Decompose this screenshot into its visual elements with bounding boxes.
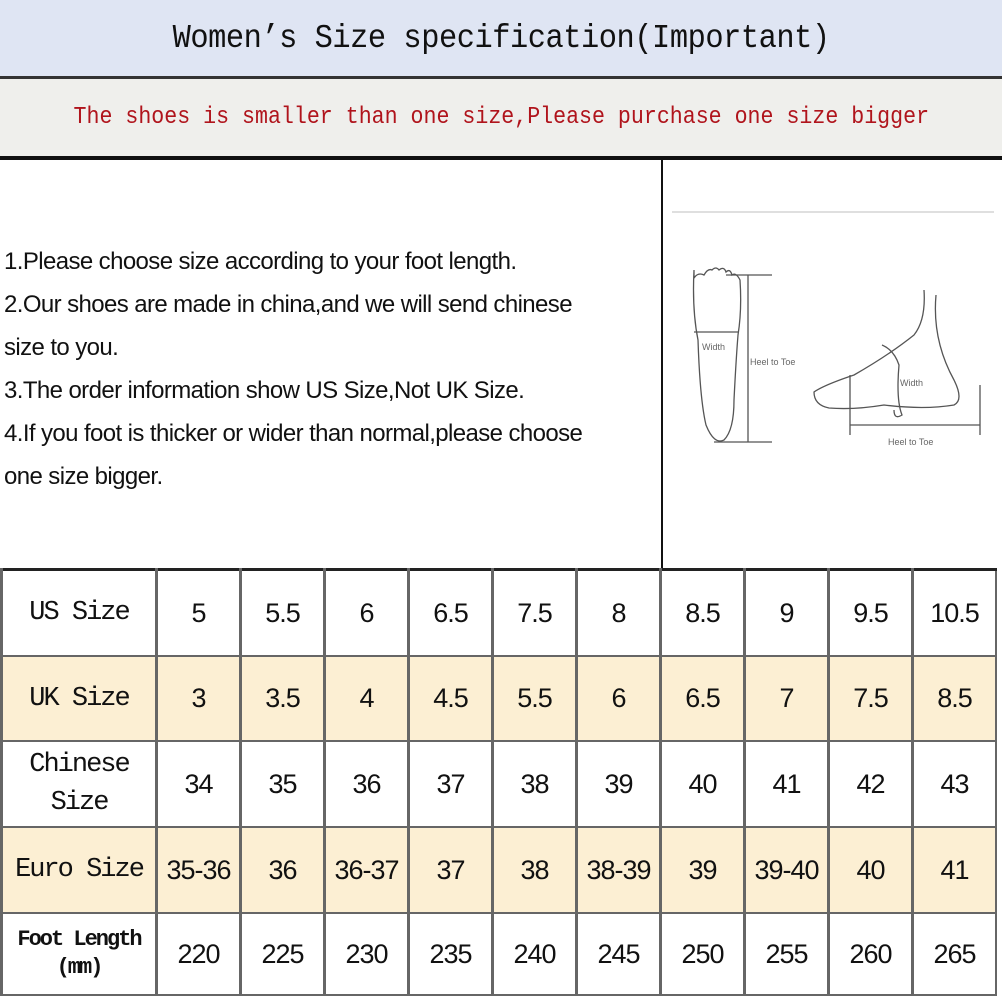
table-cell: 39 [575, 740, 662, 828]
foot-top-view-icon [692, 267, 772, 443]
table-cell: 9.5 [827, 568, 914, 657]
row-label: UK Size [0, 655, 158, 742]
table-cell: 36 [239, 826, 326, 914]
table-cell: 250 [659, 912, 746, 996]
size-table: US Size 5 5.5 6 6.5 7.5 8 8.5 9 9.5 10.5 UK Size 3 3.… [0, 568, 997, 996]
table-cell: 6 [323, 568, 410, 657]
table-cell: 38 [491, 740, 578, 828]
table-cell: 8.5 [659, 568, 746, 657]
table-cell: 7.5 [827, 655, 914, 742]
instruction-line: 3.The order information show US Size,Not… [4, 377, 525, 404]
instruction-line: one size bigger. [4, 463, 163, 490]
table-cell: 3 [155, 655, 242, 742]
table-cell: 42 [827, 740, 914, 828]
instruction-line: 1.Please choose size according to your f… [4, 248, 517, 275]
title-band: Women’s Size specification(Important) [0, 0, 1002, 76]
table-cell: 37 [407, 740, 494, 828]
table-cell: 39 [659, 826, 746, 914]
instructions-list: 1.Please choose size according to your f… [4, 240, 583, 498]
row-label: Foot Length (mm) [0, 912, 158, 996]
table-cell: 7.5 [491, 568, 578, 657]
table-row: Chinese Size 34 35 36 37 38 39 40 41 42 43 [0, 740, 997, 828]
table-cell: 255 [743, 912, 830, 996]
row-label: US Size [0, 568, 158, 657]
table-cell: 40 [659, 740, 746, 828]
table-cell: 35-36 [155, 826, 242, 914]
foot-measurement-diagram: Width Heel to Toe Width Heel to Toe [664, 160, 1002, 568]
table-cell: 9 [743, 568, 830, 657]
table-cell: 41 [743, 740, 830, 828]
table-cell: 6.5 [407, 568, 494, 657]
table-cell: 8.5 [911, 655, 997, 742]
table-cell: 7 [743, 655, 830, 742]
divider [0, 156, 1002, 160]
table-cell: 43 [911, 740, 997, 828]
table-cell: 235 [407, 912, 494, 996]
table-cell: 5.5 [239, 568, 326, 657]
side-width-label: Width [900, 378, 923, 388]
warning-band: The shoes is smaller than one size,Pleas… [0, 79, 1002, 156]
row-label: Chinese Size [0, 740, 158, 828]
instructions-panel: 1.Please choose size according to your f… [0, 160, 662, 568]
divider [0, 76, 1002, 79]
table-cell: 5.5 [491, 655, 578, 742]
table-cell: 265 [911, 912, 997, 996]
instruction-line: size to you. [4, 334, 119, 361]
table-cell: 36-37 [323, 826, 410, 914]
table-cell: 6 [575, 655, 662, 742]
table-cell: 39-40 [743, 826, 830, 914]
table-row: US Size 5 5.5 6 6.5 7.5 8 8.5 9 9.5 10.5 [0, 568, 997, 657]
table-cell: 37 [407, 826, 494, 914]
side-length-label: Heel to Toe [888, 437, 933, 447]
table-cell: 41 [911, 826, 997, 914]
table-cell: 225 [239, 912, 326, 996]
table-cell: 3.5 [239, 655, 326, 742]
table-row: Euro Size 35-36 36 36-37 37 38 38-39 39 39-40 40 4… [0, 826, 997, 914]
foot-side-view-icon [813, 289, 981, 435]
table-cell: 4 [323, 655, 410, 742]
table-cell: 260 [827, 912, 914, 996]
table-row: Foot Length (mm) 220 225 230 235 240 245 250 255… [0, 912, 997, 996]
row-label: Euro Size [0, 826, 158, 914]
table-row: UK Size 3 3.5 4 4.5 5.5 6 6.5 7 7.5 8.5 [0, 655, 997, 742]
table-cell: 8 [575, 568, 662, 657]
table-cell: 34 [155, 740, 242, 828]
instruction-line: 2.Our shoes are made in china,and we wil… [4, 291, 573, 318]
table-cell: 36 [323, 740, 410, 828]
instruction-line: 4.If you foot is thicker or wider than n… [4, 420, 583, 447]
table-cell: 40 [827, 826, 914, 914]
divider [661, 160, 663, 568]
warning-text: The shoes is smaller than one size,Pleas… [73, 104, 929, 131]
table-cell: 38 [491, 826, 578, 914]
top-width-label: Width [702, 342, 725, 352]
top-length-label: Heel to Toe [750, 357, 795, 367]
table-cell: 6.5 [659, 655, 746, 742]
table-cell: 230 [323, 912, 410, 996]
table-cell: 4.5 [407, 655, 494, 742]
table-cell: 220 [155, 912, 242, 996]
table-cell: 245 [575, 912, 662, 996]
table-cell: 38-39 [575, 826, 662, 914]
table-cell: 240 [491, 912, 578, 996]
table-cell: 35 [239, 740, 326, 828]
page-title: Women’s Size specification(Important) [172, 19, 830, 57]
table-cell: 5 [155, 568, 242, 657]
table-cell: 10.5 [911, 568, 997, 657]
